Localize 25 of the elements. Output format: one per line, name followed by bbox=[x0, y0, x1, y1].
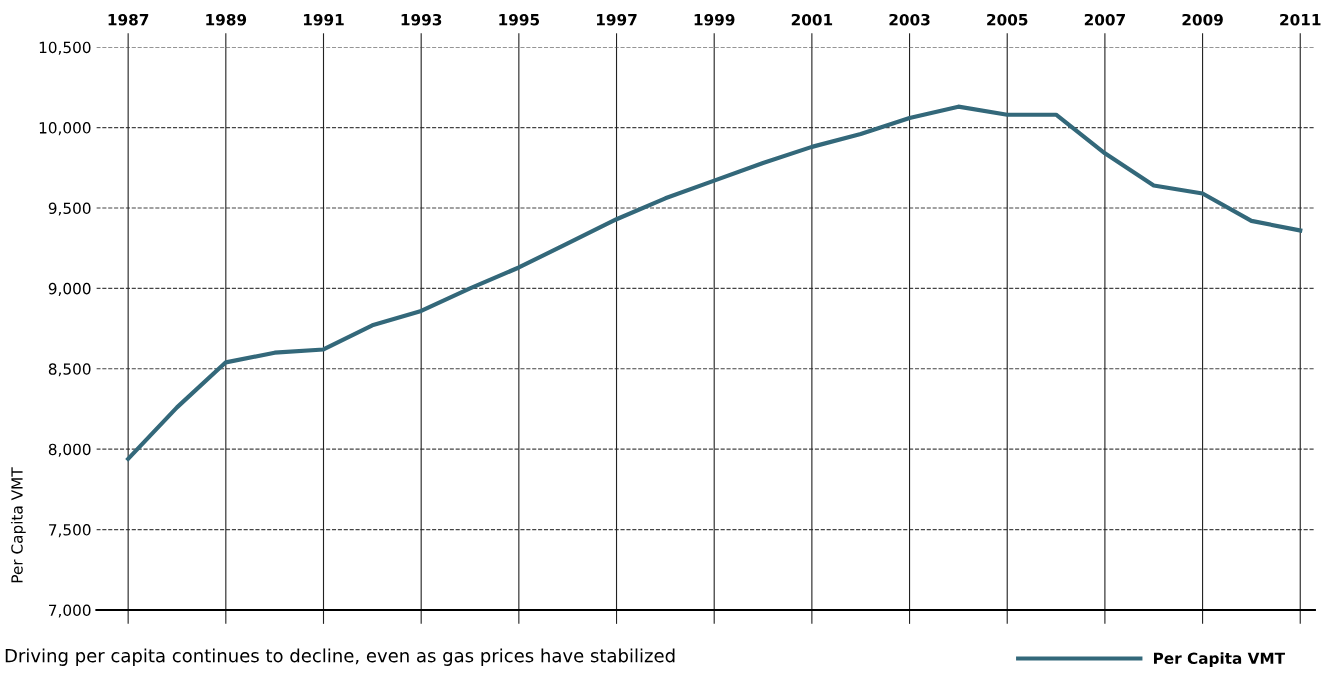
y-tick-label: 9,500 bbox=[48, 202, 91, 216]
x-tick-label: 1995 bbox=[499, 13, 540, 26]
x-tick-label: 2003 bbox=[889, 13, 930, 26]
y-tick-label: 8,000 bbox=[48, 443, 91, 457]
text: Driving per capita continues to decline, even as gas prices have stabilized bbox=[5, 648, 675, 666]
x-tick-label: 1989 bbox=[206, 13, 247, 26]
x-tick-label: 2011 bbox=[1280, 13, 1321, 26]
line-series bbox=[126, 104, 1303, 461]
y-tick-label: 10,500 bbox=[39, 41, 91, 55]
x-tick-label: 1993 bbox=[401, 13, 442, 26]
x-tick-label: 2009 bbox=[1182, 13, 1223, 26]
y-tick-label: 10,000 bbox=[39, 122, 91, 136]
y-tick-label: 7,500 bbox=[49, 524, 91, 538]
y-tick-label: 8,500 bbox=[48, 363, 91, 377]
x-tick-label: 1999 bbox=[694, 13, 735, 26]
x-tick-label: 2007 bbox=[1084, 13, 1125, 26]
x-tick-label: 2005 bbox=[987, 13, 1028, 26]
x-tick-label: 2001 bbox=[791, 13, 833, 26]
x-tick-label: 1987 bbox=[108, 13, 149, 26]
y-tick-label: 9,000 bbox=[48, 282, 91, 296]
y-axis-title: Per Capita VMT bbox=[10, 467, 26, 583]
x-tick-label: 1997 bbox=[596, 13, 637, 26]
x-tick-label: 1991 bbox=[303, 13, 344, 26]
text: Per Capita VMT bbox=[1153, 652, 1285, 667]
y-tick-label: 7,000 bbox=[49, 604, 91, 618]
